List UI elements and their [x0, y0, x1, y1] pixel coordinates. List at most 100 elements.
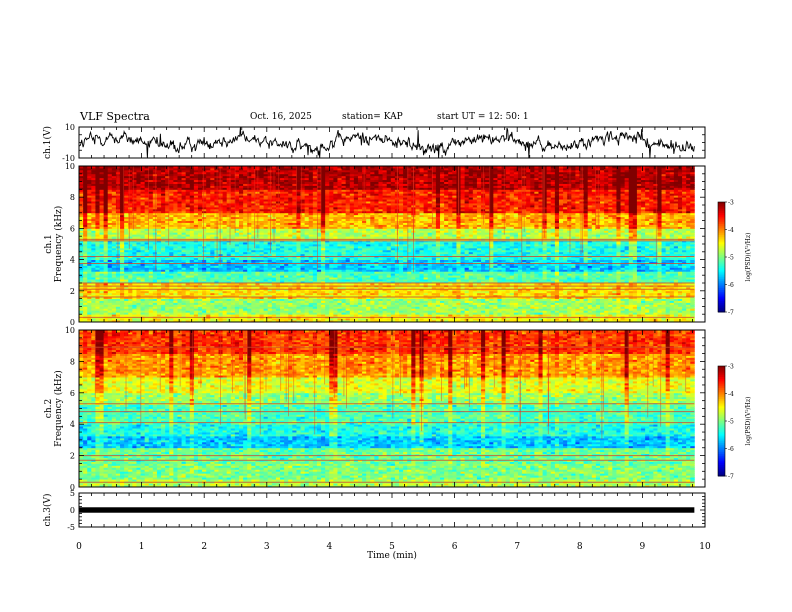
spectrogram-cell [583, 279, 589, 282]
spectrogram-cell [234, 312, 240, 315]
spectrogram-cell [567, 275, 572, 278]
spectrogram-cell [345, 312, 351, 315]
spectrogram-cell [185, 318, 191, 321]
spectrogram-cell [148, 296, 154, 299]
spectrogram-cell [427, 288, 433, 292]
spectrogram-cell [173, 277, 178, 280]
spectrogram-cell [530, 288, 535, 292]
spectrogram-cell [304, 279, 310, 282]
spectrogram-cell [620, 294, 626, 298]
spectrogram-cell [485, 294, 490, 298]
spectrogram-cell [636, 271, 642, 274]
spectrogram-cell [653, 288, 658, 292]
spectrogram-cell [202, 283, 207, 286]
spectrogram-cell [152, 314, 158, 317]
spectrogram-cell [255, 300, 260, 303]
spectrogram-cell [472, 298, 478, 301]
spectrogram-cell [144, 283, 150, 286]
spectrogram-cell [390, 277, 396, 280]
spectrogram-cell [645, 283, 650, 286]
spectrogram-cell [657, 271, 662, 274]
spectrogram-cell [349, 281, 355, 284]
spectrogram-cell [641, 286, 646, 290]
spectrogram-cell [103, 290, 109, 294]
spectrogram-cell [386, 318, 392, 321]
spectrogram-cell [181, 292, 187, 296]
spectrogram-cell [181, 277, 187, 280]
spectrogram-cell [284, 286, 289, 290]
spectrogram-cell [682, 310, 687, 313]
spectrogram-cell [132, 308, 137, 311]
spectrogram-cell [595, 318, 601, 321]
spectrogram-cell [161, 312, 166, 315]
spectrogram-cell [99, 304, 105, 307]
spectrogram-cell [649, 277, 654, 280]
spectrogram-cell [476, 312, 482, 315]
spectrogram-cell [612, 318, 617, 321]
spectrogram-cell [115, 277, 121, 280]
spectrogram-cell [148, 314, 154, 317]
spectrogram-cell [407, 273, 412, 276]
spectrogram-cell [132, 320, 137, 323]
spectrogram-cell [370, 314, 375, 317]
spectrogram-cell [91, 283, 96, 286]
spectrogram-cell [440, 298, 445, 301]
spectrogram-cell [382, 277, 388, 280]
spectrogram-cell [456, 290, 461, 294]
spectrogram-cell [325, 294, 330, 298]
spectrogram-cell [682, 314, 687, 317]
spectrogram-cell [185, 283, 191, 286]
spectrogram-cell [238, 302, 244, 305]
spectrogram-cell [366, 283, 371, 286]
spectrogram-cell [206, 298, 211, 301]
spectrogram-cell [124, 269, 129, 272]
spectrogram-cell [156, 312, 162, 315]
spectrogram-cell [456, 292, 461, 296]
spectrogram-cell [316, 304, 322, 307]
spectrogram-cell [489, 298, 494, 301]
spectrogram-cell [587, 281, 593, 284]
station-label: station= KAP [342, 112, 403, 122]
spectrogram-cell [591, 314, 597, 317]
spectrogram-cell [526, 308, 531, 311]
spectrogram-cell [124, 290, 129, 294]
spectrogram-cell [115, 306, 121, 309]
spectrogram-cell [115, 292, 121, 296]
spectrogram-cell [431, 288, 437, 292]
spectrogram-cell [513, 314, 519, 317]
spectrogram-cell [288, 269, 293, 272]
spectrogram-cell [444, 269, 449, 272]
spectrogram-cell [120, 302, 125, 305]
spectrogram-cell [411, 318, 416, 321]
spectrogram-cell [132, 296, 137, 299]
spectrogram-cell [550, 283, 556, 286]
spectrogram-cell [526, 279, 531, 282]
spectrogram-cell [604, 292, 609, 296]
spectrogram-cell [87, 273, 92, 276]
spectrogram-cell [115, 279, 121, 282]
spectrogram-cell [394, 294, 400, 298]
spectrogram-cell [173, 288, 178, 292]
spectrogram-cell [197, 275, 203, 278]
spectrogram-cell [677, 281, 683, 284]
spectrogram-cell [128, 290, 133, 294]
spectrogram-cell [534, 320, 539, 323]
spectrogram-cell [411, 277, 416, 280]
spectrogram-cell [538, 318, 543, 321]
spectrogram-cell [538, 292, 543, 296]
spectrogram-cell [505, 273, 511, 276]
spectrogram-cell [202, 298, 207, 301]
spectrogram-cell [431, 306, 437, 309]
spectrogram-cell [411, 306, 416, 309]
spectrogram-cell [567, 277, 572, 280]
spectrogram-cell [690, 288, 695, 292]
spectrogram-cell [542, 296, 548, 299]
spectrogram-cell [448, 300, 453, 303]
spectrogram-cell [657, 273, 662, 276]
spectrogram-cell [341, 320, 347, 323]
spectrogram-cell [374, 286, 379, 290]
spectrogram-cell [341, 288, 347, 292]
spectrogram-cell [87, 314, 92, 317]
spectrogram-cell [440, 304, 445, 307]
spectrogram-cell [526, 312, 531, 315]
